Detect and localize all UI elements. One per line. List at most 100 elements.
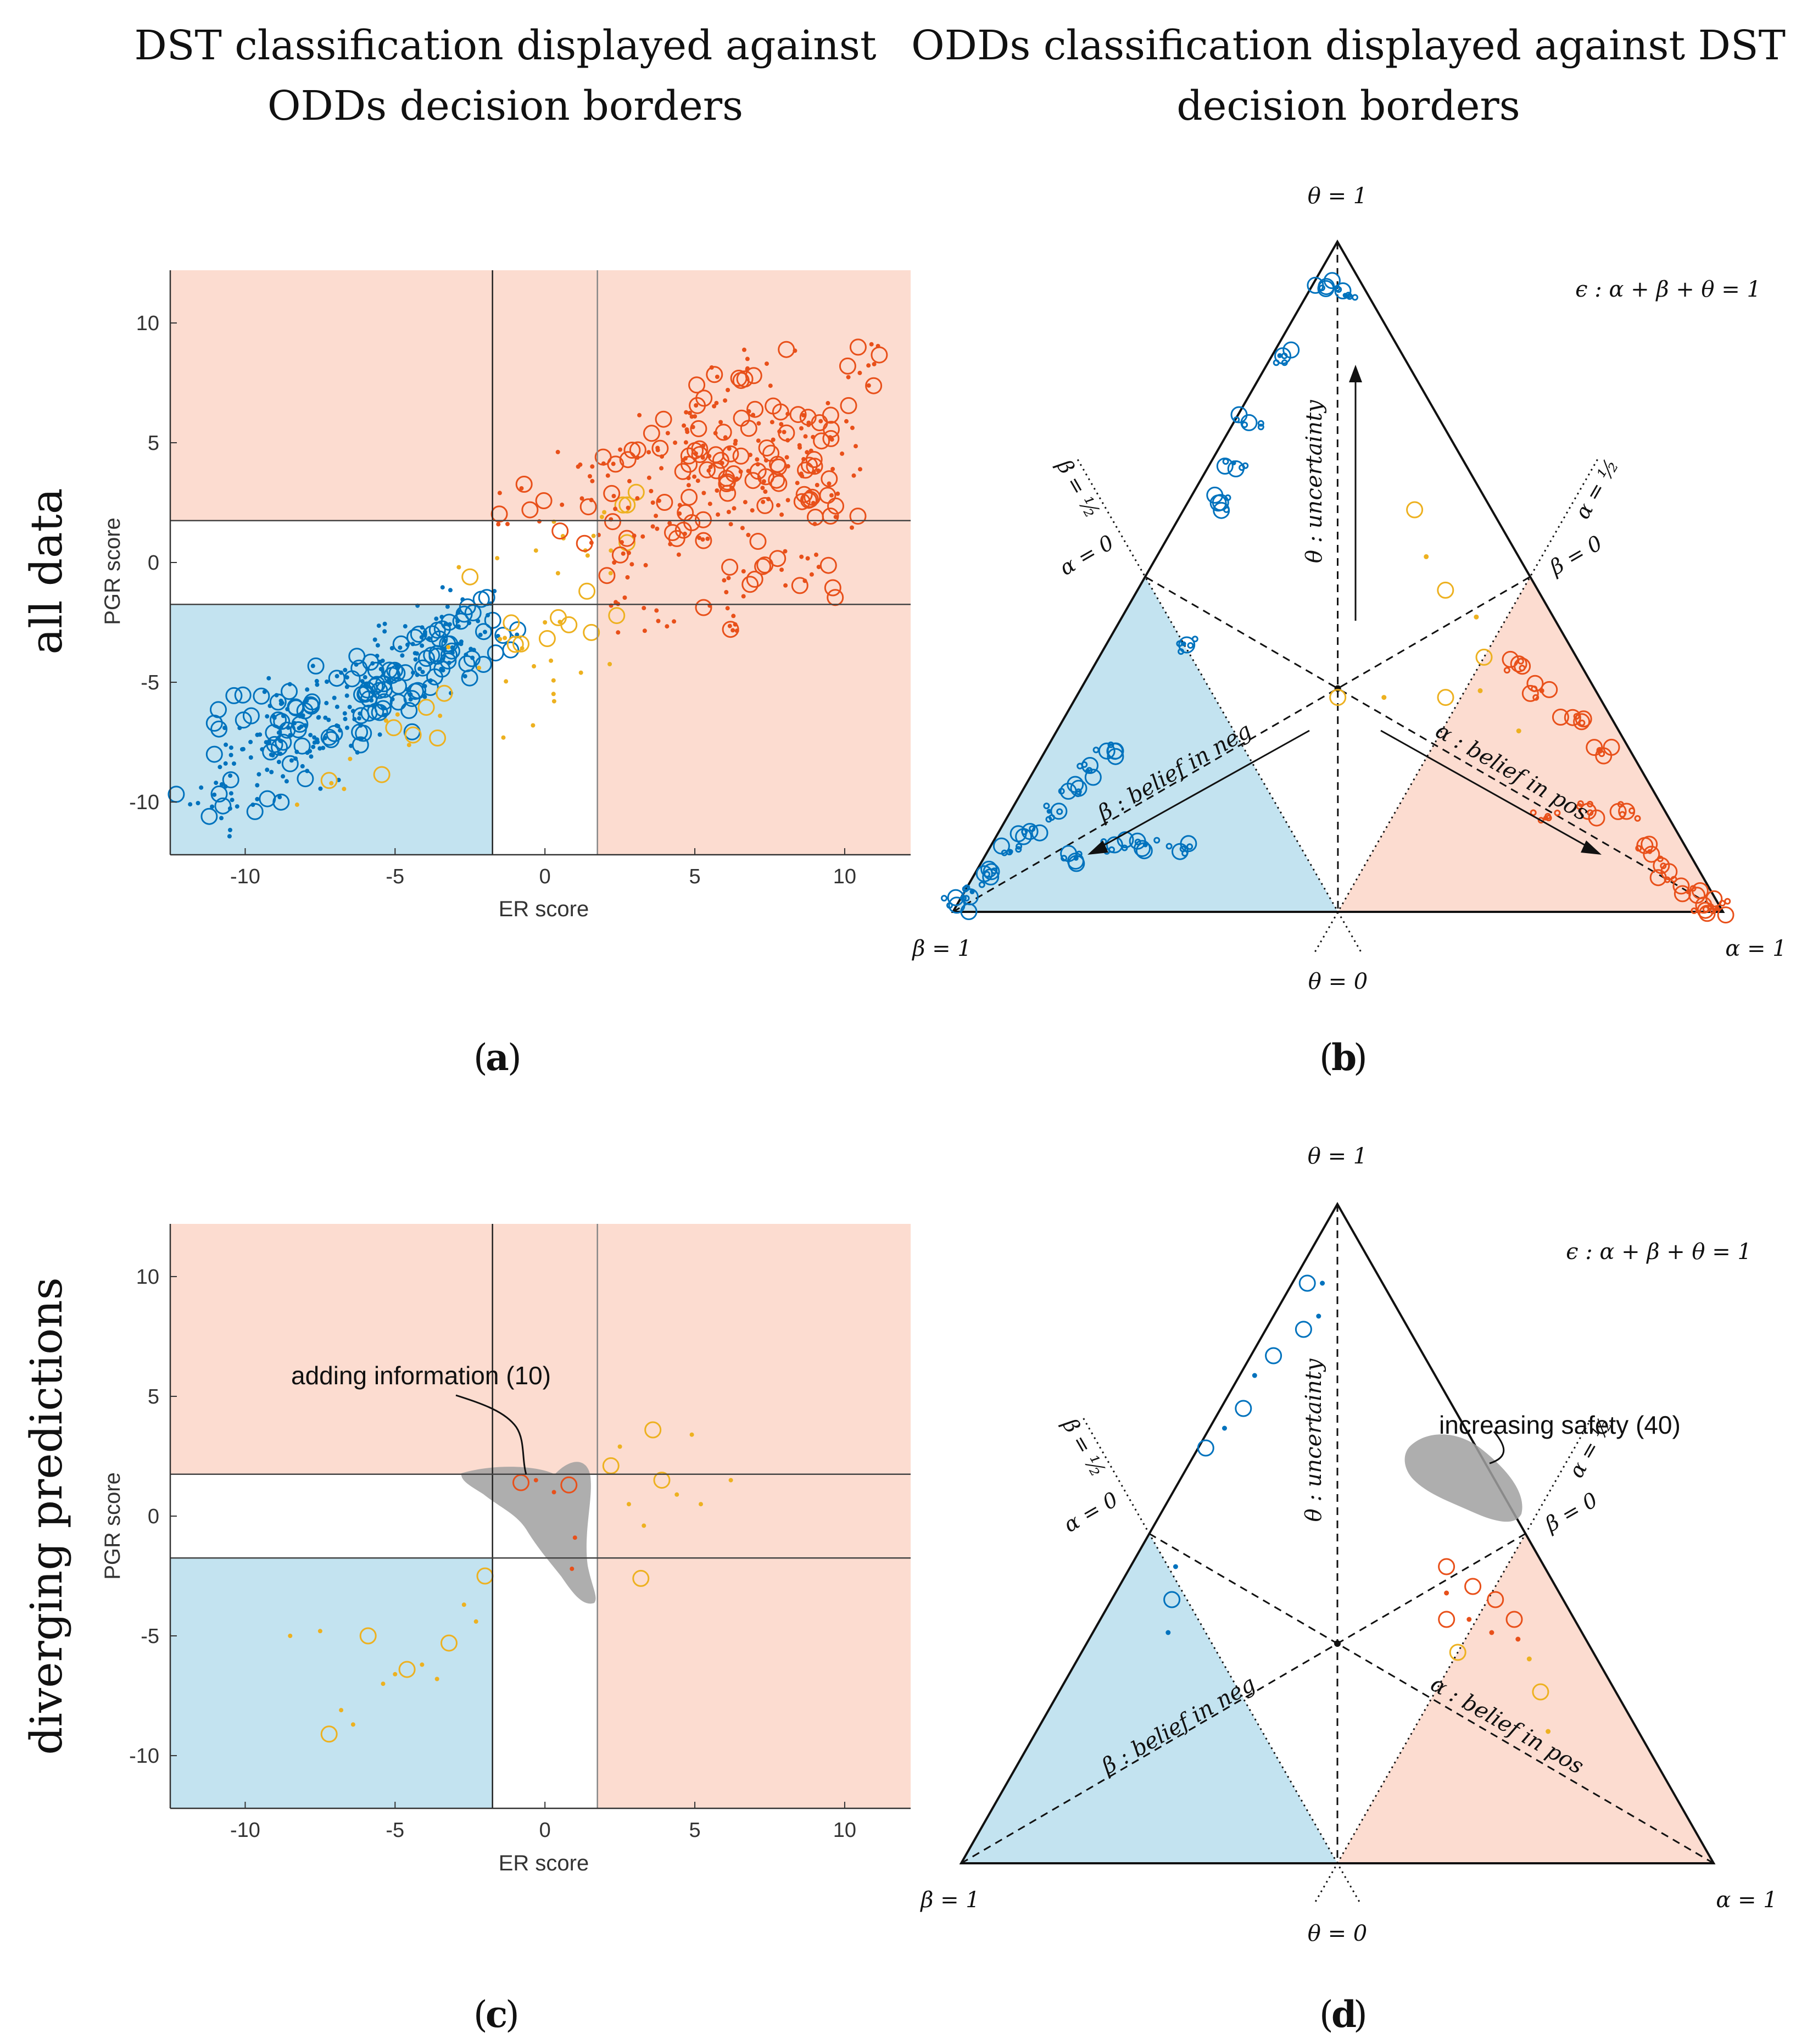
point-negative — [1252, 1373, 1257, 1378]
point-positive — [594, 448, 612, 466]
point-negative — [345, 725, 349, 730]
point-positive — [779, 512, 784, 517]
point-negative — [1320, 1280, 1325, 1286]
point-positive — [642, 605, 646, 610]
point-negative — [478, 632, 483, 637]
point-positive — [622, 595, 627, 600]
point-positive — [811, 435, 816, 439]
point-negative — [1081, 757, 1098, 774]
point-negative — [224, 742, 228, 747]
point-uncertain — [560, 616, 578, 633]
point-negative — [448, 588, 453, 593]
point-positive — [623, 442, 641, 459]
panel-c-annotation-leader — [455, 1394, 527, 1475]
point-uncertain — [436, 684, 453, 702]
point-negative — [1346, 293, 1353, 300]
point-uncertain — [557, 620, 562, 625]
point-negative — [376, 681, 393, 698]
point-positive — [640, 534, 645, 539]
point-negative — [380, 658, 385, 663]
point-uncertain — [1329, 689, 1347, 706]
point-positive — [795, 486, 813, 503]
point-negative — [278, 725, 283, 730]
point-uncertain — [398, 1661, 416, 1678]
point-positive — [875, 344, 880, 348]
point-positive — [741, 569, 746, 573]
point-uncertain — [1526, 1656, 1532, 1662]
point-uncertain — [359, 1627, 377, 1645]
point-positive — [761, 479, 766, 484]
point-negative — [400, 653, 405, 658]
point-positive — [515, 476, 533, 493]
point-positive — [1487, 1591, 1504, 1608]
point-positive — [791, 577, 808, 594]
point-uncertain — [1424, 554, 1429, 559]
point-uncertain — [617, 1444, 622, 1449]
point-negative — [265, 767, 270, 772]
point-negative — [978, 881, 985, 888]
point-uncertain — [501, 735, 506, 740]
point-uncertain — [404, 726, 422, 744]
point-negative — [1257, 420, 1264, 427]
point-negative — [980, 860, 998, 878]
point-negative — [445, 604, 450, 609]
point-positive — [1438, 1611, 1455, 1628]
point-negative — [403, 624, 408, 629]
point-negative — [347, 705, 352, 710]
point-negative — [459, 639, 464, 644]
point-negative — [325, 680, 329, 684]
point-uncertain — [417, 699, 435, 716]
point-negative — [1239, 464, 1246, 471]
point-negative — [326, 717, 331, 722]
point-negative — [423, 647, 440, 664]
point-uncertain — [461, 1602, 466, 1607]
point-negative — [267, 704, 272, 708]
point-positive — [715, 375, 720, 379]
point-positive — [814, 552, 818, 557]
point-negative — [443, 622, 448, 626]
point-negative — [406, 683, 424, 700]
x-tick-label: 10 — [833, 1819, 856, 1842]
point-positive — [801, 491, 819, 508]
point-positive — [754, 558, 772, 575]
point-uncertain — [578, 582, 596, 600]
point-positive — [746, 469, 751, 474]
point-positive — [840, 397, 857, 414]
point-positive — [695, 599, 712, 616]
point-positive — [768, 383, 773, 388]
point-positive — [603, 484, 621, 502]
median-beta — [961, 1533, 1526, 1864]
point-uncertain — [607, 662, 612, 666]
point-positive — [560, 1476, 578, 1494]
point-positive — [835, 491, 840, 496]
point-negative — [269, 693, 287, 711]
point-positive — [779, 567, 784, 572]
vertex-label-right: α = 1 — [1725, 936, 1786, 961]
point-positive — [1702, 906, 1709, 913]
point-negative — [217, 765, 222, 770]
y-tick-label: -10 — [129, 1745, 159, 1768]
point-uncertain — [578, 670, 583, 675]
point-uncertain — [473, 1619, 478, 1624]
point-positive — [732, 506, 737, 511]
point-uncertain — [543, 620, 548, 625]
y-tick-label: 0 — [148, 552, 159, 575]
point-negative — [382, 621, 387, 626]
point-negative — [1186, 843, 1193, 850]
point-negative — [276, 730, 281, 735]
point-negative — [1191, 636, 1198, 643]
point-positive — [706, 468, 711, 473]
point-positive — [611, 461, 616, 466]
point-negative — [365, 666, 370, 671]
point-positive — [849, 338, 867, 356]
point-positive — [1587, 809, 1594, 816]
point-uncertain — [477, 665, 482, 670]
vertex-label-top: θ = 1 — [1308, 1144, 1367, 1169]
point-positive — [496, 522, 501, 527]
point-uncertain — [627, 1502, 631, 1507]
point-positive — [718, 420, 723, 425]
point-positive — [851, 473, 856, 478]
point-positive — [805, 556, 810, 561]
point-uncertain — [1449, 1644, 1466, 1661]
label-beta-zero: β = 0 — [1540, 1488, 1602, 1537]
